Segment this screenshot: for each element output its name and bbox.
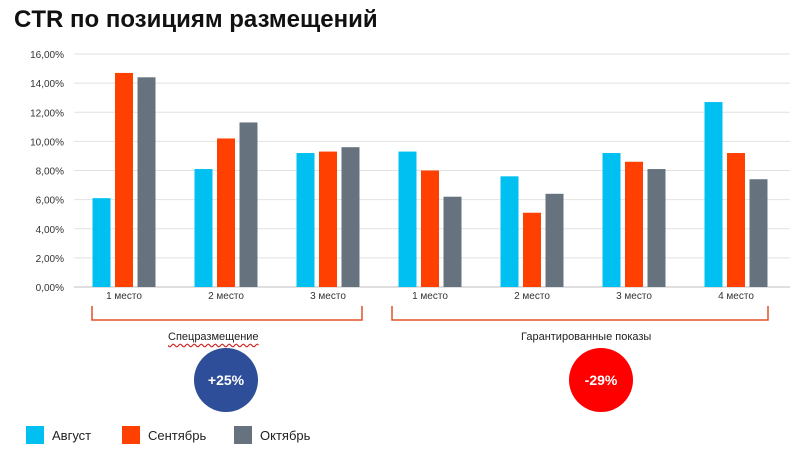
x-tick-label: 4 место <box>718 291 754 302</box>
y-tick-label: 2,00% <box>36 254 64 265</box>
legend-item-august: Август <box>26 426 91 444</box>
legend-swatch-september <box>122 426 140 444</box>
y-tick-label: 0,00% <box>36 283 64 294</box>
bracket-guaranteed-impressions <box>391 306 769 321</box>
y-tick-label: 10,00% <box>30 137 64 148</box>
x-tick-label: 2 место <box>514 291 550 302</box>
x-tick-label: 2 место <box>208 291 244 302</box>
bar-october <box>749 179 768 287</box>
legend-item-september: Сентябрь <box>122 426 206 444</box>
bar-august <box>602 153 621 287</box>
group-label-guaranteed-impressions: Гарантированные показы <box>521 331 652 343</box>
x-tick-label: 3 место <box>616 291 652 302</box>
legend-label-september: Сентябрь <box>148 427 207 443</box>
bar-october <box>443 196 462 287</box>
bar-august <box>296 153 315 287</box>
legend-item-october: Октябрь <box>234 426 310 444</box>
bar-october <box>647 169 666 287</box>
bar-september <box>421 170 439 287</box>
x-tick-label: 1 место <box>106 291 142 302</box>
bar-august <box>500 176 519 287</box>
legend-label-august: Август <box>52 427 92 443</box>
y-tick-label: 8,00% <box>36 167 64 178</box>
bar-september <box>625 161 643 287</box>
bracket-special-placement <box>91 306 363 321</box>
badge-guaranteed-impressions-change: -29% <box>569 348 633 412</box>
bar-august <box>92 198 111 287</box>
bar-september <box>319 151 337 287</box>
legend-label-october: Октябрь <box>260 427 311 443</box>
bar-october <box>545 193 564 287</box>
bar-september <box>217 138 235 287</box>
bar-august <box>194 169 213 287</box>
group-label-special-placement: Спецразмещение <box>168 331 259 343</box>
y-tick-label: 6,00% <box>36 196 64 207</box>
bar-august <box>704 102 723 288</box>
badge-special-placement-change: +25% <box>194 348 258 412</box>
y-tick-label: 12,00% <box>30 108 64 119</box>
legend-swatch-august <box>26 426 44 444</box>
bar-september <box>523 212 541 287</box>
bar-october <box>239 122 258 287</box>
bar-october <box>341 147 360 287</box>
x-tick-label: 1 место <box>412 291 448 302</box>
bar-september <box>115 72 133 288</box>
bar-october <box>137 77 156 287</box>
bar-august <box>398 151 417 287</box>
x-tick-label: 3 место <box>310 291 346 302</box>
legend-swatch-october <box>234 426 252 444</box>
y-tick-label: 4,00% <box>36 225 64 236</box>
bar-september <box>727 153 745 287</box>
y-tick-label: 16,00% <box>30 50 64 61</box>
chart-title: CTR по позициям размещений <box>14 6 378 33</box>
y-tick-label: 14,00% <box>30 79 64 90</box>
